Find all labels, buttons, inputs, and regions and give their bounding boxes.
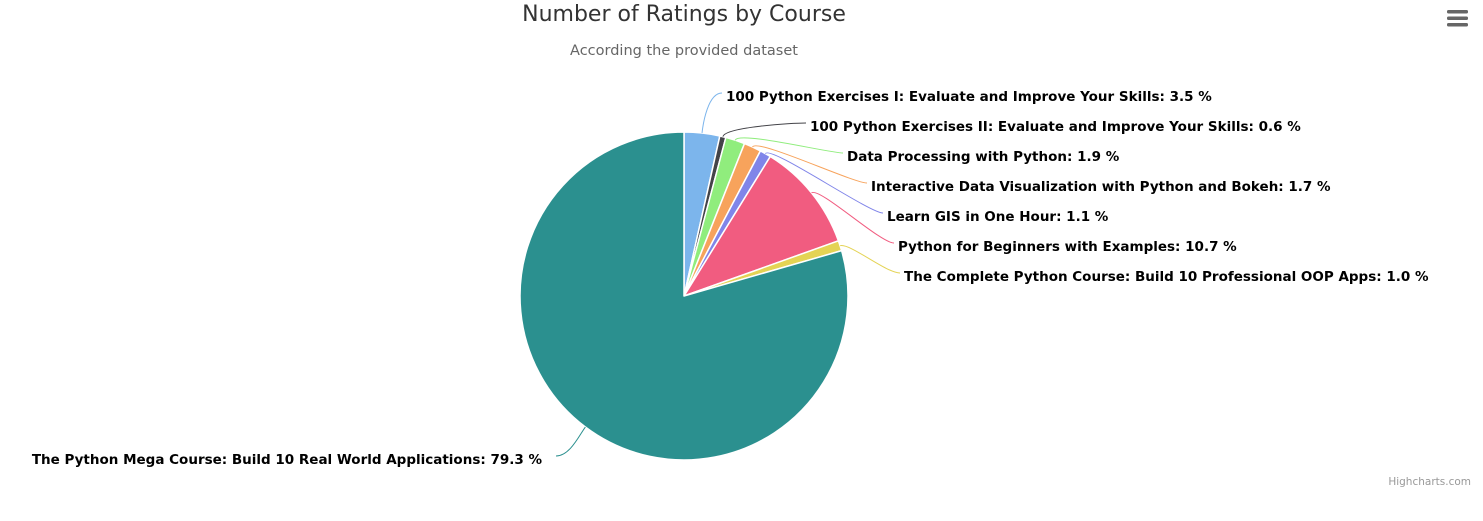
label-connector	[752, 145, 868, 184]
data-label: Interactive Data Visualization with Pyth…	[871, 179, 1331, 195]
label-connector	[811, 192, 895, 244]
hamburger-menu-icon[interactable]	[1444, 6, 1470, 30]
label-connector	[722, 122, 807, 137]
credits-link[interactable]: Highcharts.com	[1388, 476, 1471, 488]
chart-title: Number of Ratings by Course	[522, 2, 846, 27]
label-connector	[764, 152, 884, 214]
label-connector	[555, 426, 586, 457]
data-label: The Complete Python Course: Build 10 Pro…	[904, 269, 1429, 285]
pie-slices	[519, 131, 849, 461]
label-connectors	[555, 92, 901, 457]
label-connector	[734, 137, 844, 154]
data-label: 100 Python Exercises II: Evaluate and Im…	[810, 119, 1301, 135]
pie-slice[interactable]	[519, 131, 849, 461]
data-label: Learn GIS in One Hour: 1.1 %	[887, 209, 1109, 225]
chart-subtitle: According the provided dataset	[570, 43, 798, 59]
pie-slice[interactable]	[683, 155, 840, 297]
label-connector	[839, 245, 901, 274]
data-labels: 100 Python Exercises I: Evaluate and Imp…	[32, 89, 1429, 468]
label-connector	[701, 92, 723, 134]
data-label: 100 Python Exercises I: Evaluate and Imp…	[726, 89, 1212, 105]
data-label: Python for Beginners with Examples: 10.7…	[898, 239, 1237, 255]
data-label: Data Processing with Python: 1.9 %	[847, 149, 1120, 165]
data-label: The Python Mega Course: Build 10 Real Wo…	[32, 452, 543, 468]
